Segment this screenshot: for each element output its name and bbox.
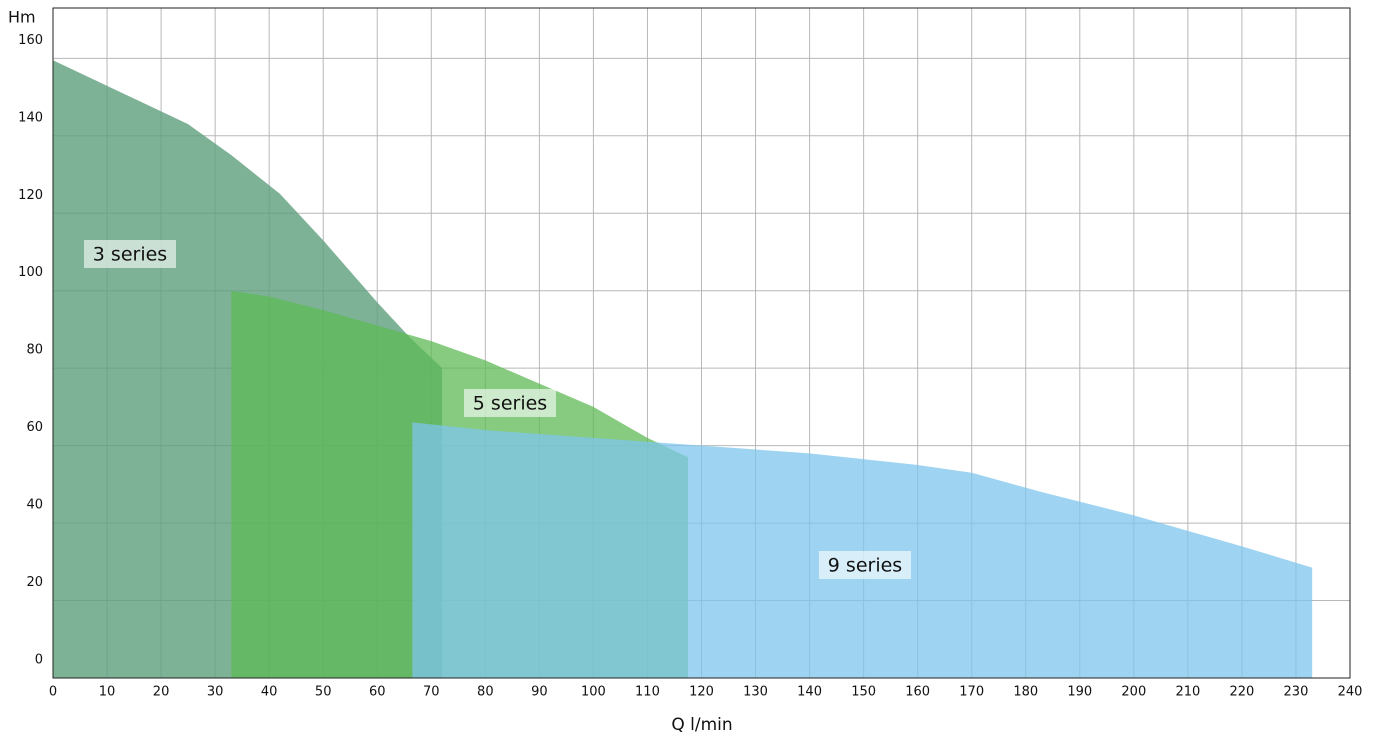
x-tick-label: 240 [1338,685,1363,700]
x-tick-label: 150 [851,685,876,700]
x-tick-label: 230 [1284,685,1309,700]
y-tick-label: 40 [26,498,43,513]
series-label-bg [464,389,556,417]
x-tick-label: 90 [531,685,548,700]
series-label: 9 series [828,555,902,577]
x-tick-label: 40 [261,685,278,700]
x-tick-label: 190 [1067,685,1092,700]
y-tick-label: 20 [26,575,43,590]
y-axis-label: Hm [8,8,36,27]
x-tick-label: 0 [49,685,57,700]
x-tick-label: 100 [581,685,606,700]
x-tick-label: 130 [743,685,768,700]
x-tick-label: 60 [369,685,386,700]
x-tick-label: 10 [99,685,116,700]
x-tick-label: 20 [153,685,170,700]
x-tick-label: 160 [905,685,930,700]
x-tick-label: 200 [1121,685,1146,700]
y-tick-label: 140 [18,110,43,125]
x-tick-label: 80 [477,685,494,700]
area [412,422,1313,678]
y-tick-label: 80 [26,343,43,358]
x-tick-label: 50 [315,685,332,700]
y-tick-label: 0 [35,653,43,668]
series-label-bg [819,551,911,579]
series-label-bg [84,240,176,268]
plot-frame [52,7,1351,679]
x-tick-label: 180 [1013,685,1038,700]
y-tick-label: 100 [18,265,43,280]
x-tick-label: 30 [207,685,224,700]
y-tick-label: 120 [18,188,43,203]
x-tick-label: 70 [423,685,440,700]
series-label: 5 series [473,393,547,415]
x-tick-label: 210 [1175,685,1200,700]
x-tick-label: 220 [1230,685,1255,700]
x-tick-label: 110 [635,685,660,700]
x-tick-label: 140 [797,685,822,700]
series-label: 3 series [93,244,167,266]
y-tick-label: 60 [26,420,43,435]
x-axis-label: Q l/min [671,715,732,735]
x-tick-label: 120 [689,685,714,700]
x-tick-label: 170 [959,685,984,700]
y-tick-label: 160 [18,33,43,48]
